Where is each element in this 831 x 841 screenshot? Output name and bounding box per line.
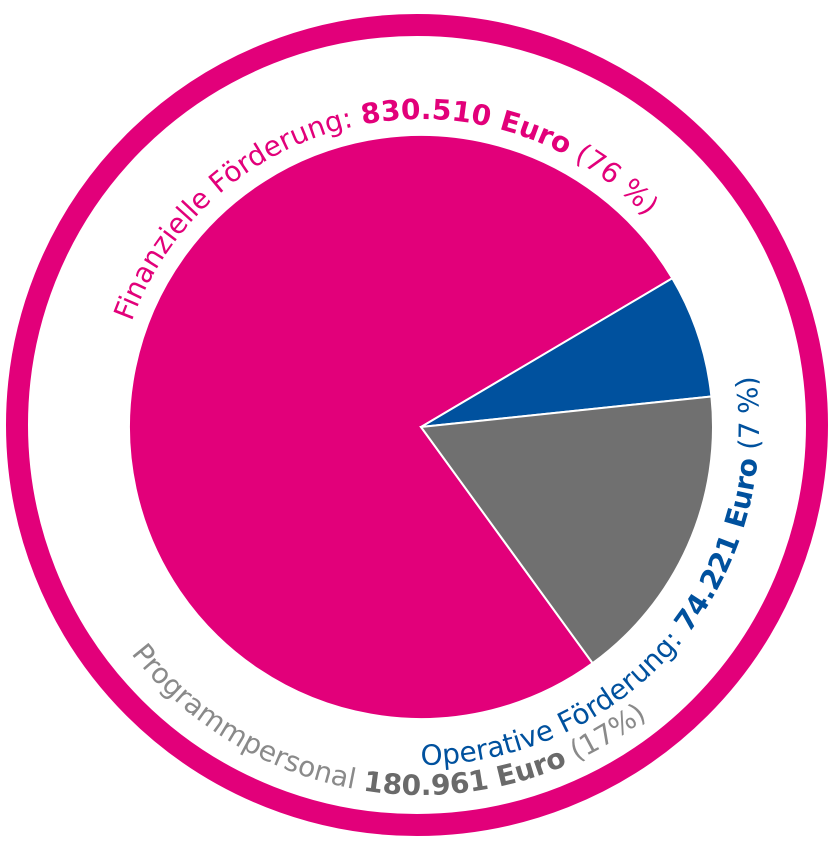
pie-slice: [420, 276, 713, 428]
outer-ring: [6, 14, 828, 836]
pie-slice: [419, 395, 714, 665]
percent-label: (7 %): [729, 374, 766, 450]
pie-slice: [128, 134, 674, 720]
